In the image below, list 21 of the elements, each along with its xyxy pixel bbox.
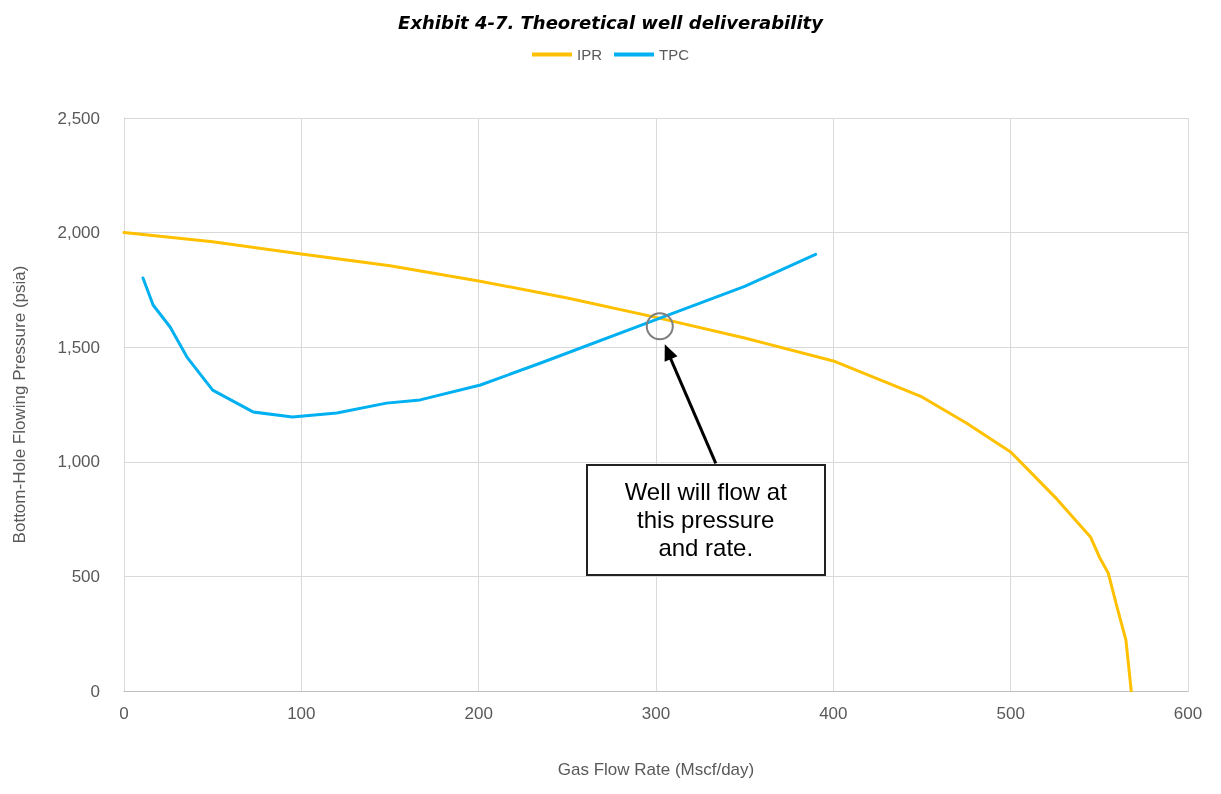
chart-title: Exhibit 4-7. Theoretical well deliverability: [398, 11, 825, 33]
line-series: [122, 231, 1133, 693]
x-tick-label: 600: [1173, 704, 1203, 723]
y-tick-label: 2,500: [57, 108, 100, 128]
x-tick-label: 100: [287, 704, 316, 723]
x-tick-label: 300: [641, 704, 671, 723]
y-tick-label: 0: [90, 681, 100, 701]
legend-label: IPR: [577, 46, 603, 63]
x-tick-label: 0: [119, 704, 129, 723]
callout-box: Well will flow at this pressure and rate.: [585, 464, 826, 577]
x-tick-label: 400: [819, 704, 848, 723]
y-tick-label: 1,000: [57, 452, 100, 472]
y-tick-label: 500: [71, 566, 100, 586]
y-tick-label: 2,000: [57, 223, 100, 243]
y-axis-title: Bottom-Hole Flowing Pressure (psia): [10, 265, 29, 544]
y-tick-label: 1,500: [57, 337, 100, 357]
x-tick-label: 200: [464, 704, 493, 723]
x-axis-title: Gas Flow Rate (Mscf/day): [557, 760, 755, 779]
line-series: [141, 252, 818, 419]
legend-label: TPC: [659, 46, 690, 63]
x-tick-label: 500: [996, 704, 1025, 723]
